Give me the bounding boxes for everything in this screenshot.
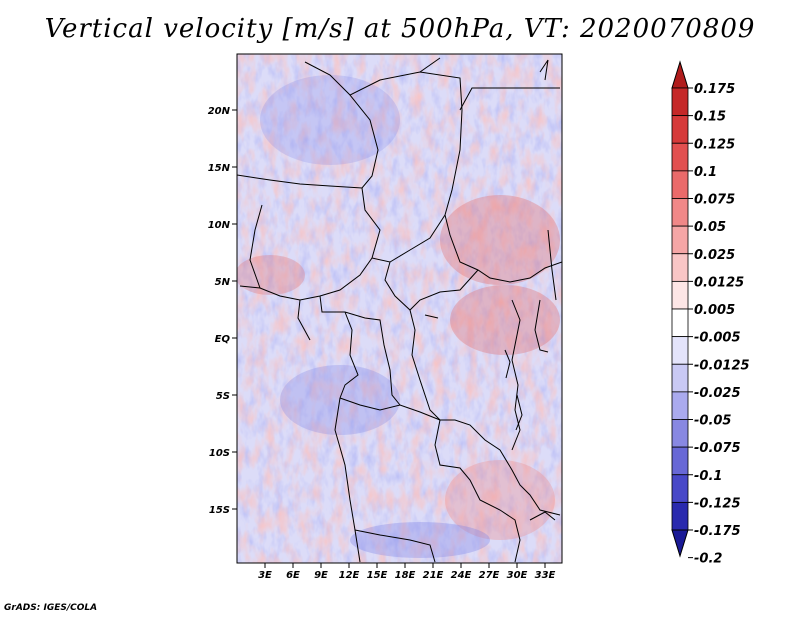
colorbar: 0.175 0.15 0.125 0.1 0.075 0.05 0.025 0.0125 0.0… [671, 60, 750, 567]
lon-label: 15E [367, 570, 388, 581]
lon-label: 18E [395, 570, 416, 581]
colorbar-label: 0.075 [694, 193, 735, 208]
lon-label: 12E [339, 570, 360, 581]
colorbar-label: 0.005 [694, 303, 735, 318]
colorbar-cell [671, 280, 689, 310]
country-borders [237, 57, 562, 563]
lat-label: 10S [209, 448, 230, 459]
colorbar-cell [671, 419, 689, 448]
colorbar-label: -0.175 [694, 524, 741, 539]
lat-label: 10N [208, 220, 231, 231]
colorbar-label: -0.025 [694, 386, 741, 401]
lat-label: 5S [216, 391, 230, 402]
colorbar-cell [671, 115, 689, 144]
lon-label: 6E [286, 570, 300, 581]
colorbar-label: -0.2 [694, 552, 722, 567]
latitude-axis: 20N 15N 10N 5N EQ 5S 10S 15S [208, 106, 237, 516]
lat-label: 5N [215, 277, 231, 288]
colorbar-cell [671, 253, 689, 282]
lon-label: 33E [535, 570, 556, 581]
vertical-velocity-field [237, 54, 562, 563]
colorbar-cell [671, 501, 689, 531]
longitude-axis: 3E 6E 9E 12E 15E 18E 21E 24E 27E 30E 33E [258, 563, 556, 581]
lat-label: 15N [208, 163, 231, 174]
lon-label: 3E [258, 570, 272, 581]
colorbar-label: 0.125 [694, 137, 735, 152]
colorbar-cell [671, 363, 689, 393]
colorbar-label: 0.175 [694, 82, 735, 97]
colorbar-label: -0.0125 [694, 358, 750, 373]
colorbar-label: -0.1 [694, 469, 722, 484]
lat-label: EQ [215, 334, 231, 345]
lon-label: 30E [507, 570, 528, 581]
colorbar-bottom-triangle [671, 529, 689, 558]
colorbar-cell [671, 198, 689, 227]
colorbar-label: -0.005 [694, 331, 741, 346]
colorbar-label: -0.075 [694, 441, 741, 456]
colorbar-cell [671, 170, 689, 199]
colorbar-cell [671, 225, 689, 255]
colorbar-label: -0.125 [694, 496, 741, 511]
colorbar-label: 0.0125 [694, 275, 744, 290]
colorbar-cell [671, 87, 689, 117]
lon-label: 27E [479, 570, 500, 581]
colorbar-cell [671, 308, 689, 338]
colorbar-cell [671, 391, 689, 420]
colorbar-cell [671, 446, 689, 476]
lat-label: 20N [208, 106, 231, 117]
chart-title: Vertical velocity [m/s] at 500hPa, VT: 2… [44, 14, 756, 44]
lat-label: 15S [209, 505, 230, 516]
credit-text: GrADS: IGES/COLA [4, 603, 98, 613]
colorbar-label: -0.05 [694, 414, 731, 429]
colorbar-cell [671, 142, 689, 172]
lon-label: 21E [423, 570, 444, 581]
colorbar-top-triangle [671, 60, 689, 89]
map-frame [236, 53, 563, 564]
colorbar-label: 0.025 [694, 248, 735, 263]
colorbar-label: 0.05 [694, 220, 726, 235]
colorbar-cell [671, 336, 689, 365]
lon-label: 9E [314, 570, 328, 581]
colorbar-label: 0.1 [694, 165, 717, 180]
colorbar-cell [671, 474, 689, 503]
colorbar-label: 0.15 [694, 110, 726, 125]
lon-label: 24E [451, 570, 472, 581]
